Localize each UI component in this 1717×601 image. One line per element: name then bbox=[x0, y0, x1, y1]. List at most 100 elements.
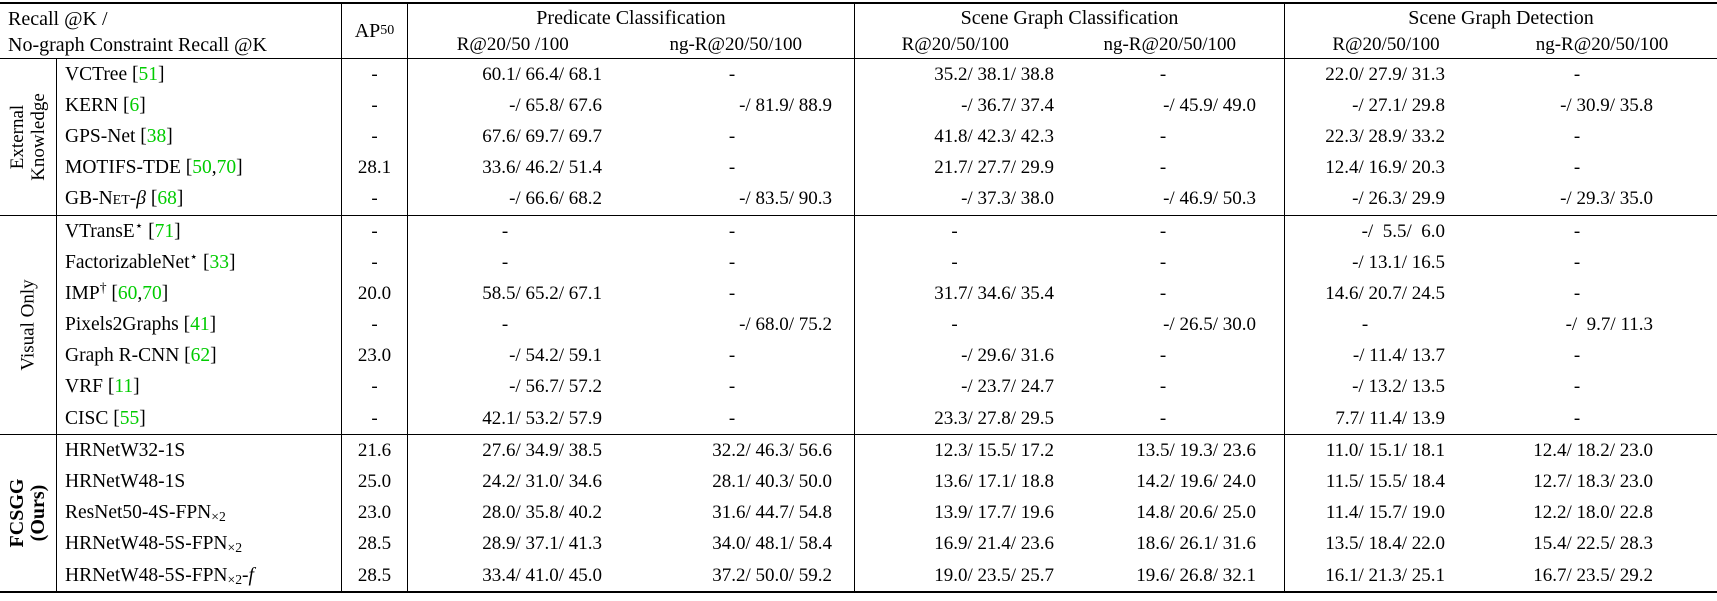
group-external-knowledge: External Knowledge VCTree [51] -60.1/ 66.4/… bbox=[0, 59, 1717, 216]
metric-cell: -/ 13.1/ 16.5 bbox=[1352, 251, 1445, 273]
metric-cell: 16.7/ 23.5/ 29.2 bbox=[1533, 564, 1653, 586]
ap50-cell: 25.0 bbox=[342, 466, 408, 498]
header-ap50: AP 50 bbox=[342, 4, 408, 58]
metric-cell: - bbox=[1070, 340, 1285, 372]
citation-bracket: [ bbox=[102, 376, 115, 398]
citation-link[interactable]: 51 bbox=[138, 63, 159, 85]
ap50-cell: - bbox=[342, 59, 408, 91]
metric-cell: -/ 66.6/ 68.2 bbox=[509, 188, 602, 210]
citation-bracket: ] bbox=[133, 376, 140, 398]
method-name-segment: - bbox=[129, 188, 137, 210]
metric-cell: 12.7/ 18.3/ 23.0 bbox=[1533, 471, 1653, 493]
subheader-ngr: ng-R@20/50/100 bbox=[1103, 34, 1237, 55]
metric-cell: - bbox=[1070, 152, 1285, 184]
citation-link[interactable]: 55 bbox=[119, 407, 140, 429]
metric-cell: - bbox=[632, 121, 855, 153]
metric-cell: 28.0/ 35.8/ 40.2 bbox=[482, 502, 602, 524]
method-cell: Graph R-CNN [62] bbox=[57, 340, 342, 372]
metric-cell: - bbox=[1573, 345, 1581, 367]
metric-cell: - bbox=[951, 220, 958, 242]
citation-link[interactable]: 70 bbox=[216, 157, 237, 179]
metric-cell: - bbox=[1573, 407, 1581, 429]
table-row: HRNetW48-5S-FPN ×2 28.5 28.9/ 37.1/ 41.3 34.… bbox=[57, 528, 1717, 560]
metric-cell: 11.5/ 15.5/ 18.4 bbox=[1325, 471, 1445, 493]
metric-cell: - bbox=[1070, 215, 1285, 248]
metric-cell: 22.0/ 27.9/ 31.3 bbox=[1325, 63, 1445, 85]
method-cell: HRNetW32-1S bbox=[57, 435, 342, 467]
citation-link[interactable]: 62 bbox=[190, 345, 211, 367]
metric-cell: 13.9/ 17.7/ 19.6 bbox=[934, 502, 1054, 524]
citation-link[interactable]: 60 bbox=[117, 282, 138, 304]
citation-link[interactable]: 50 bbox=[192, 157, 212, 179]
group-label-visual-only: Visual Only bbox=[0, 215, 57, 435]
citation-link[interactable]: 6 bbox=[129, 94, 140, 116]
citation-link[interactable]: 70 bbox=[142, 282, 162, 304]
citation-bracket: [ bbox=[106, 282, 118, 304]
metric-cell: - bbox=[951, 314, 958, 336]
table-row: ResNet50-4S-FPN ×2 23.0 28.0/ 35.8/ 40.2 31.… bbox=[57, 497, 1717, 529]
table-body: External Knowledge VCTree [51] -60.1/ 66.4/… bbox=[0, 59, 1717, 592]
metric-cell: -/ 65.8/ 67.6 bbox=[509, 94, 602, 116]
table-row: HRNetW48-1S 25.0 24.2/ 31.0/ 34.6 28.1/ 40.… bbox=[57, 466, 1717, 498]
method-cell: FactorizableNet ⋆ [33] bbox=[57, 247, 342, 279]
metric-cell: - bbox=[1070, 121, 1285, 153]
citation-separator: , bbox=[211, 157, 217, 179]
metric-cell: -/ 36.7/ 37.4 bbox=[961, 94, 1054, 116]
method-name-segment: ×2 bbox=[211, 509, 226, 525]
table-row: KERN [6] - -/ 65.8/ 67.6 -/ 81.9/ 88.9 -/ 36… bbox=[57, 90, 1717, 122]
metric-cell: 58.5/ 65.2/ 67.1 bbox=[482, 282, 602, 304]
metric-cell: -/ 81.9/ 88.9 bbox=[632, 90, 855, 122]
ap50-subscript: 50 bbox=[380, 23, 395, 38]
metric-cell: -/ 83.5/ 90.3 bbox=[632, 183, 855, 215]
metric-cell: 16.1/ 21.3/ 25.1 bbox=[1325, 564, 1445, 586]
method-name-segment: KERN bbox=[65, 94, 119, 116]
method-cell: CISC [55] bbox=[57, 403, 342, 435]
metric-cell: - bbox=[951, 251, 958, 273]
metric-cell: 12.2/ 18.0/ 22.8 bbox=[1533, 502, 1653, 524]
citation-link[interactable]: 38 bbox=[146, 125, 167, 147]
method-name-segment: VRF bbox=[65, 376, 103, 398]
citation-bracket: ] bbox=[228, 251, 236, 273]
citation-link[interactable]: 68 bbox=[157, 188, 177, 210]
table-row: CISC [55] -42.1/ 53.2/ 57.9-23.3/ 27.8/ 2… bbox=[57, 403, 1717, 435]
metric-cell: 33.4/ 41.0/ 45.0 bbox=[482, 564, 602, 586]
group-rows: VCTree [51] -60.1/ 66.4/ 68.1-35.2/ 38.1/… bbox=[57, 59, 1717, 215]
ap50-text: AP bbox=[354, 19, 381, 42]
method-cell: ResNet50-4S-FPN ×2 bbox=[57, 497, 342, 529]
method-name-segment: HRNetW48-5S-FPN bbox=[65, 564, 228, 586]
citation-bracket: [ bbox=[118, 94, 130, 116]
citation-separator: , bbox=[137, 282, 143, 304]
metric-cell: 15.4/ 22.5/ 28.3 bbox=[1533, 533, 1653, 555]
citation-link[interactable]: 11 bbox=[114, 376, 134, 398]
citation-bracket: [ bbox=[180, 157, 193, 179]
table-header: Recall @K / No-graph Constraint Recall @… bbox=[0, 4, 1717, 59]
ap50-cell: - bbox=[342, 90, 408, 122]
method-name-segment: ×2 bbox=[227, 540, 243, 556]
citation-link[interactable]: 71 bbox=[154, 220, 175, 242]
metric-cell: - bbox=[632, 215, 855, 248]
ap50-cell: 20.0 bbox=[342, 278, 408, 310]
ap50-cell: 28.5 bbox=[342, 560, 408, 592]
citation-bracket: [ bbox=[127, 63, 139, 85]
metric-cell: 13.5/ 18.4/ 22.0 bbox=[1325, 533, 1445, 555]
metric-cell: 19.0/ 23.5/ 25.7 bbox=[934, 564, 1054, 586]
metric-cell: - bbox=[1573, 125, 1581, 147]
metric-cell: - bbox=[1573, 282, 1581, 304]
citation-bracket: [ bbox=[146, 188, 158, 210]
citation-link[interactable]: 41 bbox=[190, 314, 210, 336]
header-recall-line2: No-graph Constraint Recall @K bbox=[8, 34, 267, 56]
ap50-cell: 21.6 bbox=[342, 435, 408, 467]
metric-cell: -/ 29.6/ 31.6 bbox=[961, 345, 1054, 367]
header-recall-line1: Recall @K / bbox=[8, 8, 108, 30]
method-name-segment: Net bbox=[98, 188, 130, 210]
citation-link[interactable]: 33 bbox=[209, 251, 229, 273]
table-row: Graph R-CNN [62] 23.0 -/ 54.2/ 59.1- -/ 29.… bbox=[57, 340, 1717, 372]
metric-cell: - bbox=[1070, 403, 1285, 435]
metric-cell: - bbox=[501, 220, 509, 242]
metric-cell: 35.2/ 38.1/ 38.8 bbox=[934, 63, 1054, 85]
metric-cell: - bbox=[501, 251, 509, 273]
method-cell: GB- Net - β [68] bbox=[57, 183, 342, 215]
subheader-r: R@20/50 /100 bbox=[456, 34, 569, 55]
metric-cell: 33.6/ 46.2/ 51.4 bbox=[482, 157, 602, 179]
metric-cell: 13.6/ 17.1/ 18.8 bbox=[934, 471, 1054, 493]
